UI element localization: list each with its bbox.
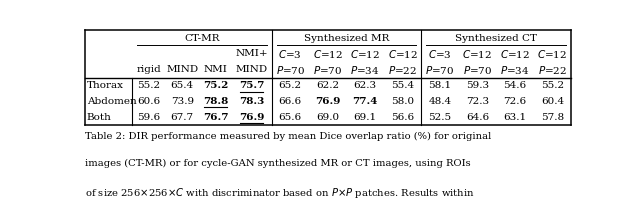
Text: 55.2: 55.2: [138, 81, 161, 90]
Text: 58.1: 58.1: [428, 81, 452, 90]
Text: 60.4: 60.4: [541, 97, 564, 106]
Text: 75.2: 75.2: [203, 81, 228, 90]
Text: images (CT-MR) or for cycle-GAN synthesized MR or CT images, using ROIs: images (CT-MR) or for cycle-GAN synthesi…: [85, 159, 470, 168]
Text: 60.6: 60.6: [138, 97, 161, 106]
Text: 59.6: 59.6: [138, 113, 161, 122]
Text: NMI: NMI: [204, 65, 227, 74]
Text: $C$=3: $C$=3: [428, 48, 452, 60]
Text: 69.0: 69.0: [316, 113, 339, 122]
Text: 55.4: 55.4: [391, 81, 414, 90]
Text: $P$=22: $P$=22: [388, 64, 417, 76]
Text: $C$=12: $C$=12: [500, 48, 530, 60]
Text: 56.6: 56.6: [391, 113, 414, 122]
Text: 48.4: 48.4: [428, 97, 452, 106]
Text: $C$=12: $C$=12: [388, 48, 418, 60]
Text: $C$=3: $C$=3: [278, 48, 302, 60]
Text: 65.4: 65.4: [171, 81, 194, 90]
Text: Thorax: Thorax: [87, 81, 124, 90]
Text: 57.8: 57.8: [541, 113, 564, 122]
Text: $P$=34: $P$=34: [350, 64, 380, 76]
Text: $P$=70: $P$=70: [426, 64, 455, 76]
Text: $P$=34: $P$=34: [500, 64, 530, 76]
Text: NMI+: NMI+: [236, 49, 268, 58]
Text: 75.7: 75.7: [239, 81, 264, 90]
Text: 62.2: 62.2: [316, 81, 339, 90]
Text: MIND: MIND: [236, 65, 268, 74]
Text: 63.1: 63.1: [503, 113, 527, 122]
Text: 64.6: 64.6: [466, 113, 489, 122]
Text: 65.6: 65.6: [279, 113, 302, 122]
Text: 54.6: 54.6: [503, 81, 527, 90]
Text: 77.4: 77.4: [353, 97, 378, 106]
Text: 52.5: 52.5: [428, 113, 452, 122]
Text: rigid: rigid: [137, 65, 161, 74]
Text: 76.9: 76.9: [315, 97, 340, 106]
Text: Abdomen: Abdomen: [87, 97, 137, 106]
Text: 72.6: 72.6: [503, 97, 527, 106]
Text: Both: Both: [87, 113, 112, 122]
Text: $C$=12: $C$=12: [350, 48, 380, 60]
Text: 66.6: 66.6: [279, 97, 302, 106]
Text: $C$=12: $C$=12: [463, 48, 493, 60]
Text: $P$=70: $P$=70: [276, 64, 305, 76]
Text: 58.0: 58.0: [391, 97, 414, 106]
Text: 72.3: 72.3: [466, 97, 489, 106]
Text: Synthesized CT: Synthesized CT: [455, 34, 537, 43]
Text: 76.9: 76.9: [239, 113, 264, 122]
Text: 69.1: 69.1: [354, 113, 377, 122]
Text: Table 2: DIR performance measured by mean Dice overlap ratio (%) for original: Table 2: DIR performance measured by mea…: [85, 132, 492, 141]
Text: MIND: MIND: [166, 65, 198, 74]
Text: $C$=12: $C$=12: [313, 48, 343, 60]
Text: $C$=12: $C$=12: [537, 48, 568, 60]
Text: $P$=22: $P$=22: [538, 64, 567, 76]
Text: 73.9: 73.9: [171, 97, 194, 106]
Text: 62.3: 62.3: [354, 81, 377, 90]
Text: 78.8: 78.8: [203, 97, 228, 106]
Text: of size 256$\times$256$\times$$C$ with discriminator based on $P$$\times$$P$ pat: of size 256$\times$256$\times$$C$ with d…: [85, 186, 475, 200]
Text: 59.3: 59.3: [466, 81, 489, 90]
Text: 65.2: 65.2: [279, 81, 302, 90]
Text: CT-MR: CT-MR: [184, 34, 220, 43]
Text: 55.2: 55.2: [541, 81, 564, 90]
Text: Synthesized MR: Synthesized MR: [304, 34, 389, 43]
Text: $P$=70: $P$=70: [463, 64, 492, 76]
Text: 78.3: 78.3: [239, 97, 264, 106]
Text: 76.7: 76.7: [203, 113, 228, 122]
Text: $P$=70: $P$=70: [313, 64, 342, 76]
Text: 67.7: 67.7: [171, 113, 194, 122]
